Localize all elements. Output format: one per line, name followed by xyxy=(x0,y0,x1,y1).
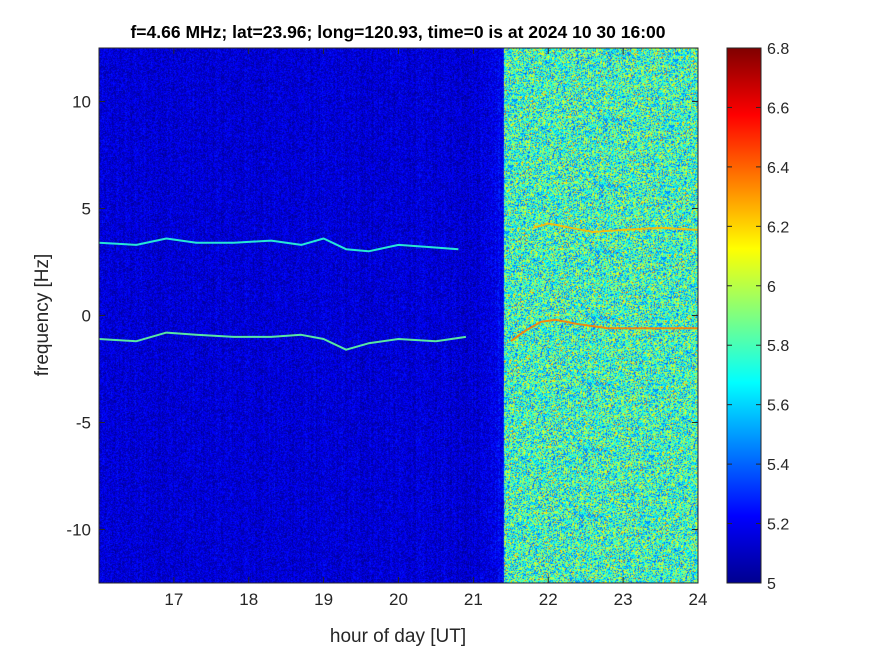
x-axis-ticks: 17 18 19 20 21 22 23 24 xyxy=(164,48,707,609)
x-tick-label: 24 xyxy=(689,590,708,609)
trace-line-4 xyxy=(533,222,699,233)
x-tick-label: 20 xyxy=(389,590,408,609)
x-tick-label: 22 xyxy=(539,590,558,609)
colorbar-ticks: 5 5.2 5.4 5.6 5.8 6 6.2 6.4 6.6 6.8 xyxy=(727,41,789,593)
x-tick-label: 17 xyxy=(164,590,183,609)
y-axis-label: frequency [Hz] xyxy=(32,254,53,377)
trace-line-3 xyxy=(510,318,698,343)
y-tick-label: 5 xyxy=(82,200,91,219)
y-tick-label: -5 xyxy=(76,414,91,433)
colorbar-tick-label: 5.8 xyxy=(767,338,789,355)
spectral-traces xyxy=(98,222,699,351)
x-tick-label: 23 xyxy=(614,590,633,609)
colorbar-tick-label: 6.4 xyxy=(767,160,789,177)
colorbar-tick-label: 5 xyxy=(767,576,776,593)
trace-line-1 xyxy=(98,237,459,253)
x-tick-label: 19 xyxy=(314,590,333,609)
colorbar-tick-label: 5.4 xyxy=(767,457,789,474)
x-tick-label: 18 xyxy=(239,590,258,609)
colorbar-tick-label: 5.2 xyxy=(767,517,789,534)
y-tick-label: 0 xyxy=(82,307,91,326)
trace-line-2 xyxy=(98,331,467,351)
colorbar-tick-label: 6.8 xyxy=(767,41,789,58)
colorbar-tick-label: 6.2 xyxy=(767,219,789,236)
heatmap-plot xyxy=(99,48,698,583)
y-tick-label: 10 xyxy=(72,93,91,112)
colorbar-tick-label: 6 xyxy=(767,279,776,296)
x-axis-label: hour of day [UT] xyxy=(330,626,466,647)
x-tick-label: 21 xyxy=(464,590,483,609)
y-axis-ticks: -10 -5 0 5 10 xyxy=(66,93,698,540)
colorbar xyxy=(727,48,761,583)
heatmap-image xyxy=(99,48,698,583)
y-tick-label: -10 xyxy=(66,521,91,540)
chart-title: f=4.66 MHz; lat=23.96; long=120.93, time… xyxy=(130,22,665,42)
colorbar-tick-label: 5.6 xyxy=(767,398,789,415)
colorbar-tick-label: 6.6 xyxy=(767,100,789,117)
colorbar-frame xyxy=(726,47,762,584)
